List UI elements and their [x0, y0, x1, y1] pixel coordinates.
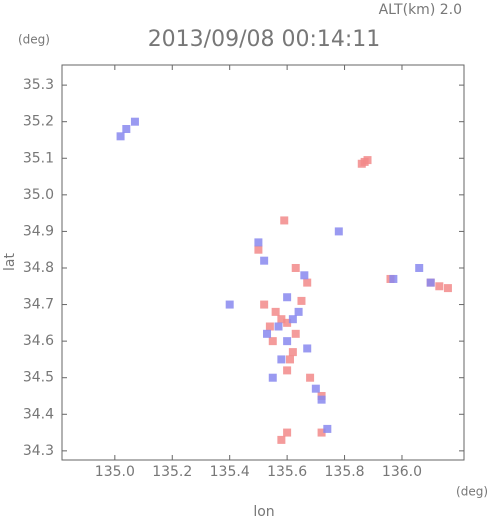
y-tick-label: 34.8 [23, 260, 54, 276]
echo-cell [294, 307, 303, 316]
y-tick-label: 34.4 [23, 406, 54, 422]
echo-cell [274, 322, 283, 331]
echo-cell [415, 263, 424, 272]
plot-frame [61, 64, 465, 461]
echo-cell [317, 395, 326, 404]
echo-cell [277, 355, 286, 364]
echo-cell [363, 156, 372, 165]
echo-cell [311, 384, 320, 393]
echo-cell [268, 337, 277, 346]
echo-cell [435, 282, 444, 291]
echo-cell [283, 366, 292, 375]
chart-title: 2013/09/08 00:14:11 [148, 27, 381, 52]
echo-cell [303, 278, 312, 287]
y-tick-label: 34.9 [23, 223, 54, 239]
x-tick-label: 135.6 [267, 464, 307, 480]
echo-cell [116, 132, 125, 141]
x-axis-label: lon [253, 504, 274, 520]
echo-cell [263, 329, 272, 338]
echo-cell [323, 424, 332, 433]
echo-cell [426, 278, 435, 287]
echo-cell [283, 293, 292, 302]
echo-cell [268, 373, 277, 382]
echo-cell [297, 296, 306, 305]
echo-cell [260, 256, 269, 265]
echo-cell [443, 284, 452, 293]
echo-cell [389, 274, 398, 283]
echo-cell [130, 117, 139, 126]
echo-cell [254, 238, 263, 247]
echo-cell [357, 159, 366, 168]
y-tick-label: 34.5 [23, 370, 54, 386]
echo-cell [254, 245, 263, 254]
y-tick-label: 35.2 [23, 114, 54, 130]
echo-cell [288, 348, 297, 357]
echo-cell [283, 428, 292, 437]
echo-cell [122, 125, 131, 134]
echo-cell [291, 263, 300, 272]
y-tick-label: 35.1 [23, 150, 54, 166]
echo-cell [291, 329, 300, 338]
echo-cell [265, 322, 274, 331]
y-unit: (deg) [18, 33, 50, 47]
echo-cell [334, 227, 343, 236]
altitude-label: ALT(km) 2.0 [379, 2, 462, 18]
y-tick-label: 34.3 [23, 443, 54, 459]
echo-cell [306, 373, 315, 382]
echo-cell [271, 307, 280, 316]
y-axis-label: lat [2, 253, 18, 271]
echo-cell [277, 435, 286, 444]
x-tick-label: 136.0 [382, 464, 422, 480]
echo-cell [283, 337, 292, 346]
x-tick-label: 135.2 [152, 464, 192, 480]
y-tick-label: 34.6 [23, 333, 54, 349]
echo-cell [317, 428, 326, 437]
echo-cell [303, 344, 312, 353]
echo-cell [225, 300, 234, 309]
echo-cell [300, 271, 309, 280]
x-tick-label: 135.0 [95, 464, 135, 480]
x-unit: (deg) [456, 485, 488, 499]
echo-cell [260, 300, 269, 309]
echo-cell [283, 318, 292, 327]
echo-cell [288, 315, 297, 324]
y-tick-label: 35.3 [23, 77, 54, 93]
y-tick-label: 34.7 [23, 297, 54, 313]
x-tick-label: 135.4 [210, 464, 250, 480]
echo-cell [280, 216, 289, 225]
echo-cell [285, 355, 294, 364]
echo-cell [277, 315, 286, 324]
y-tick-label: 35.0 [23, 187, 54, 203]
x-tick-label: 135.8 [325, 464, 365, 480]
